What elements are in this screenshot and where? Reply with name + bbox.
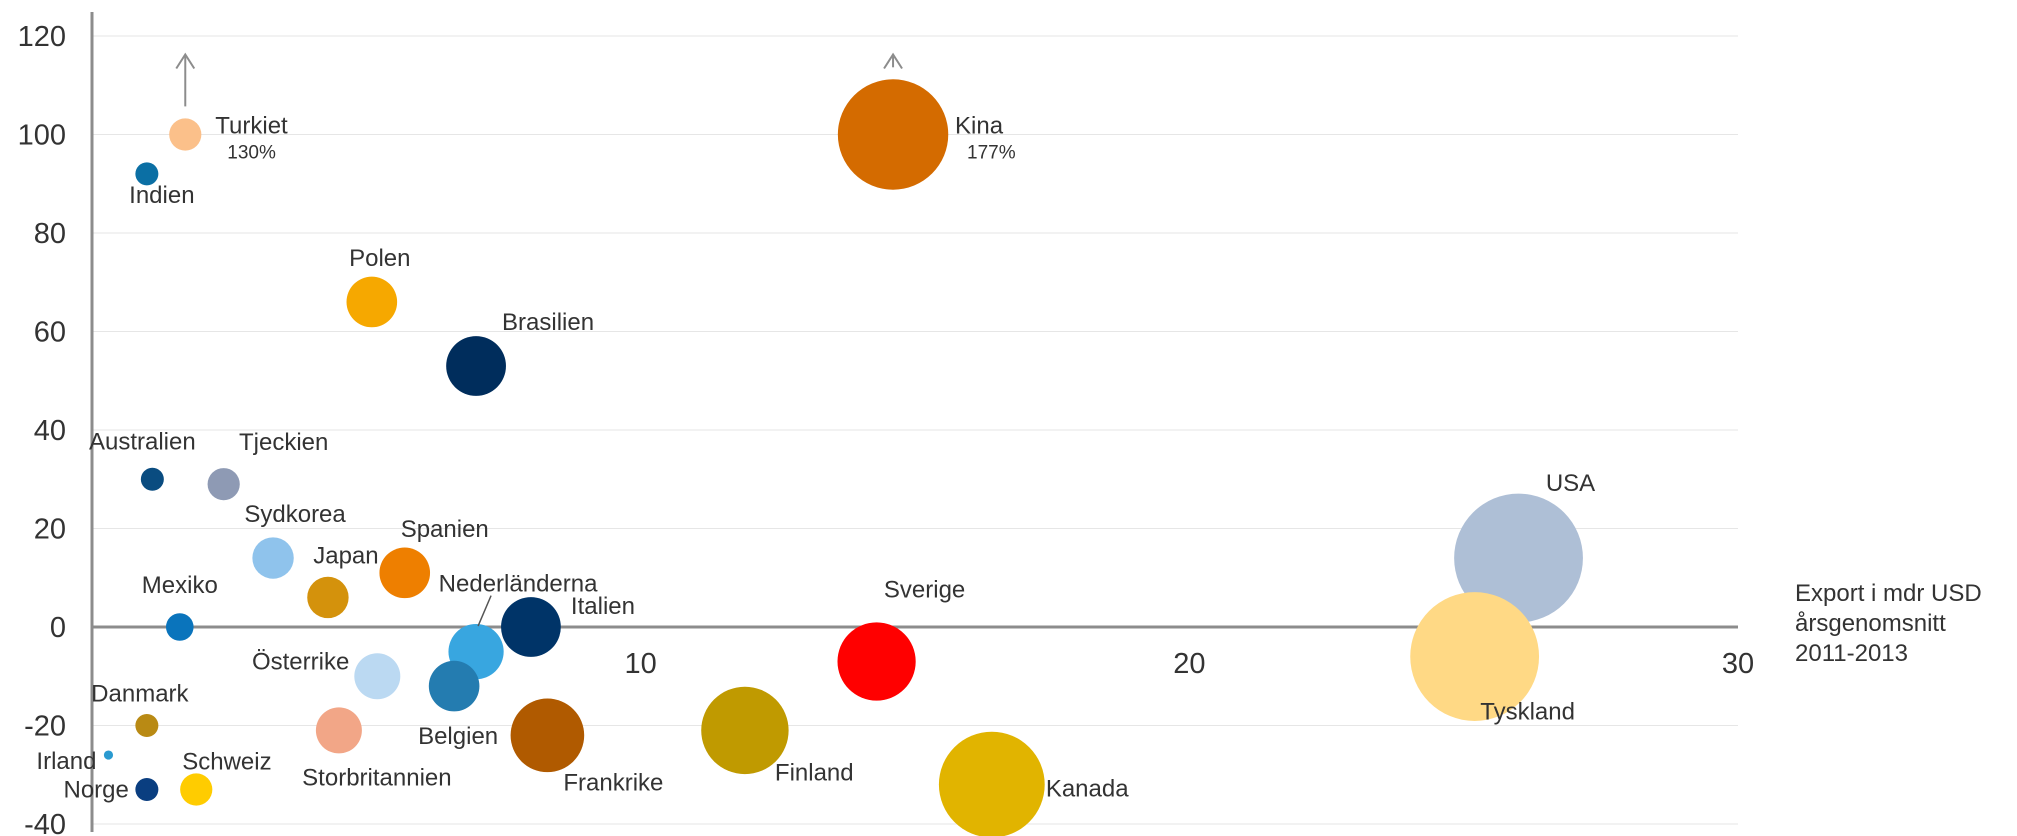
label-australien: Australien: [89, 428, 196, 455]
bubble-polen: [346, 276, 398, 328]
bubble--sterrike: [354, 653, 401, 700]
label-kanada: Kanada: [1046, 776, 1129, 803]
label-tyskland: Tyskland: [1480, 699, 1575, 726]
bubble-storbritannien: [315, 707, 362, 754]
label-indien: Indien: [129, 182, 194, 209]
label-sydkorea: Sydkorea: [244, 501, 346, 528]
bubble-danmark: [135, 714, 159, 737]
gridlines: [92, 35, 1738, 825]
y-tick-label: 80: [34, 218, 66, 250]
label-sverige: Sverige: [884, 576, 965, 603]
label-danmark: Danmark: [91, 681, 189, 708]
x-axis-title-line: årsgenomsnitt: [1795, 610, 1946, 637]
bubble-mexiko: [165, 613, 194, 641]
bubble-frankrike: [510, 698, 585, 773]
bubble-indien: [135, 162, 159, 186]
bubble-tyskland: [1410, 592, 1540, 721]
label-turkiet: Turkiet: [215, 113, 288, 140]
y-tick-label: 40: [34, 415, 66, 447]
note-turkiet: 130%: [227, 143, 276, 164]
tick-labels: -40 -20 0 20 40 60 80 100 120 10 20 30: [18, 21, 1755, 836]
note-kina: 177%: [967, 143, 1016, 164]
label-brasilien: Brasilien: [502, 309, 594, 336]
y-tick-label: -20: [24, 711, 66, 743]
label-usa: USA: [1546, 470, 1595, 497]
bubble-sverige: [837, 622, 916, 701]
bubble-brasilien: [446, 336, 506, 396]
x-tick-label: 30: [1722, 648, 1754, 680]
label-kina: Kina: [955, 113, 1004, 140]
bubble-kanada: [938, 731, 1045, 836]
label-polen: Polen: [349, 245, 410, 272]
x-axis-title-line: Export i mdr USD: [1795, 580, 1982, 607]
x-tick-label: 20: [1173, 648, 1205, 680]
leader-line: [477, 595, 492, 627]
bubble-belgien: [428, 660, 480, 712]
y-tick-label: 0: [50, 612, 66, 644]
label-tjeckien: Tjeckien: [239, 429, 328, 456]
bubble-australien: [140, 467, 164, 491]
y-tick-label: 20: [34, 514, 66, 546]
bubble-spanien: [379, 547, 431, 599]
label-italien: Italien: [571, 593, 635, 620]
label-frankrike: Frankrike: [563, 769, 663, 796]
y-tick-label: -40: [24, 809, 66, 836]
label-storbritannien: Storbritannien: [302, 764, 451, 791]
point-labels: Turkiet 130% Indien Kina 177% Polen Brasilien A…: [36, 113, 1595, 804]
label-japan: Japan: [313, 542, 378, 569]
label-nederl-nderna: Nederländerna: [439, 571, 598, 598]
bubble-sydkorea: [252, 537, 294, 579]
label-mexiko: Mexiko: [142, 572, 218, 599]
bubbles: [103, 52, 1583, 836]
bubble-japan: [307, 576, 349, 619]
bubble-italien: [501, 597, 561, 657]
label--sterrike: Österrike: [252, 648, 349, 675]
label-spanien: Spanien: [401, 516, 489, 543]
bubble-finland: [701, 686, 789, 775]
x-axis-title: Export i mdr USD årsgenomsnitt 2011-2013: [1795, 580, 1982, 667]
bubble-usa: [1454, 493, 1583, 623]
bubble-norge: [135, 778, 159, 802]
x-tick-label: 10: [625, 648, 657, 680]
label-norge: Norge: [63, 777, 128, 804]
bubble-kina: [837, 79, 949, 190]
label-belgien: Belgien: [418, 723, 498, 750]
bubble-tjeckien: [207, 468, 240, 501]
label-irland: Irland: [36, 748, 96, 775]
label-schweiz: Schweiz: [182, 749, 271, 776]
bubble-schweiz: [180, 773, 213, 806]
arrow-up-icon: [883, 52, 903, 70]
bubble-turkiet: [169, 118, 202, 151]
label-finland: Finland: [775, 759, 854, 786]
bubble-irland: [103, 750, 114, 760]
arrow-up-icon: [175, 52, 196, 70]
y-tick-label: 120: [18, 21, 66, 53]
y-tick-label: 60: [34, 317, 66, 349]
x-axis-title-line: 2011-2013: [1795, 640, 1908, 667]
y-tick-label: 100: [18, 120, 66, 152]
